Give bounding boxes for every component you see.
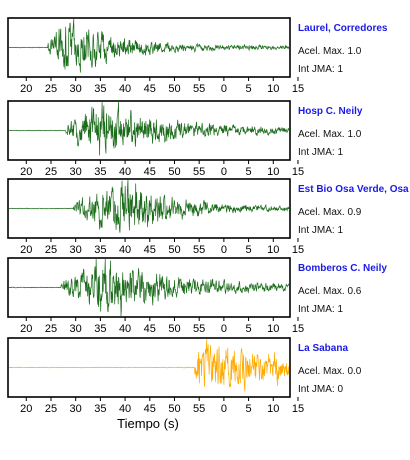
x-tick-label: 35 xyxy=(94,166,106,178)
station-name: Hosp C. Neily xyxy=(298,106,363,117)
station-jma-intensity: Int JMA: 1 xyxy=(298,304,343,315)
x-tick-label: 50 xyxy=(168,83,180,95)
x-tick-label: 50 xyxy=(168,244,180,256)
plot-frame xyxy=(7,257,291,318)
station-max-accel: Acel. Max. 0.6 xyxy=(298,286,362,297)
x-tick-label: 10 xyxy=(267,166,279,178)
x-tick-label: 50 xyxy=(168,403,180,415)
station-max-accel: Acel. Max. 0.9 xyxy=(298,207,362,218)
x-tick-label: 0 xyxy=(221,403,227,415)
x-tick-label: 55 xyxy=(193,403,205,415)
station-panel: 20 25 30 35 40 45 50 55 0 5 10 15 Bomberos C. Neily A… xyxy=(7,257,387,335)
station-jma-intensity: Int JMA: 1 xyxy=(298,147,343,158)
station-panel: 20 25 30 35 40 45 50 55 0 5 10 15 La Sabana Acel. Max… xyxy=(7,337,362,415)
x-tick-label: 15 xyxy=(292,323,304,335)
x-tick-label: 0 xyxy=(221,323,227,335)
waveform-line xyxy=(8,19,290,73)
x-tick-label: 15 xyxy=(292,166,304,178)
x-tick-label: 35 xyxy=(94,323,106,335)
x-tick-label: 55 xyxy=(193,323,205,335)
station-max-accel: Acel. Max. 1.0 xyxy=(298,129,362,140)
x-tick-label: 45 xyxy=(144,83,156,95)
x-axis-label: Tiempo (s) xyxy=(117,416,179,431)
plot-frame xyxy=(7,337,291,398)
plot-frame xyxy=(7,178,291,239)
station-panel: 20 25 30 35 40 45 50 55 0 5 10 15 Hosp C. Neily Acel.… xyxy=(7,100,363,178)
x-tick-label: 30 xyxy=(70,403,82,415)
x-tick-label: 40 xyxy=(119,403,131,415)
x-tick-label: 35 xyxy=(94,244,106,256)
x-tick-label: 40 xyxy=(119,166,131,178)
x-tick-label: 20 xyxy=(20,244,32,256)
x-tick-label: 20 xyxy=(20,403,32,415)
x-tick-label: 25 xyxy=(45,83,57,95)
x-tick-label: 25 xyxy=(45,403,57,415)
x-tick-label: 10 xyxy=(267,323,279,335)
x-tick-label: 45 xyxy=(144,166,156,178)
x-tick-label: 35 xyxy=(94,403,106,415)
x-tick-label: 5 xyxy=(246,166,252,178)
x-tick-label: 55 xyxy=(193,83,205,95)
station-jma-intensity: Int JMA: 0 xyxy=(298,384,343,395)
x-tick-label: 5 xyxy=(246,244,252,256)
x-tick-label: 15 xyxy=(292,244,304,256)
station-max-accel: Acel. Max. 1.0 xyxy=(298,46,362,57)
station-max-accel: Acel. Max. 0.0 xyxy=(298,366,362,377)
station-name: La Sabana xyxy=(298,343,348,354)
x-tick-label: 25 xyxy=(45,166,57,178)
x-tick-label: 10 xyxy=(267,403,279,415)
x-tick-label: 0 xyxy=(221,83,227,95)
x-tick-label: 20 xyxy=(20,83,32,95)
x-tick-label: 55 xyxy=(193,166,205,178)
x-tick-label: 30 xyxy=(70,323,82,335)
x-tick-label: 45 xyxy=(144,244,156,256)
x-tick-label: 0 xyxy=(221,244,227,256)
x-tick-label: 35 xyxy=(94,83,106,95)
x-tick-label: 45 xyxy=(144,403,156,415)
x-tick-label: 5 xyxy=(246,403,252,415)
x-tick-label: 25 xyxy=(45,244,57,256)
station-jma-intensity: Int JMA: 1 xyxy=(298,225,343,236)
x-tick-label: 25 xyxy=(45,323,57,335)
x-tick-label: 40 xyxy=(119,323,131,335)
x-tick-label: 15 xyxy=(292,83,304,95)
x-tick-label: 20 xyxy=(20,166,32,178)
x-tick-label: 50 xyxy=(168,166,180,178)
x-tick-label: 30 xyxy=(70,83,82,95)
x-tick-label: 10 xyxy=(267,244,279,256)
plot-frame xyxy=(7,100,291,161)
x-tick-label: 40 xyxy=(119,244,131,256)
station-jma-intensity: Int JMA: 1 xyxy=(298,64,343,75)
x-tick-label: 45 xyxy=(144,323,156,335)
x-tick-label: 0 xyxy=(221,166,227,178)
station-name: Bomberos C. Neily xyxy=(298,263,387,274)
station-panel: 20 25 30 35 40 45 50 55 0 5 10 15 Laurel, Corredores… xyxy=(7,17,388,95)
station-name: Laurel, Corredores xyxy=(298,23,388,34)
waveform-line xyxy=(8,179,290,233)
x-tick-label: 30 xyxy=(70,166,82,178)
x-tick-label: 5 xyxy=(246,83,252,95)
station-panel: 20 25 30 35 40 45 50 55 0 5 10 15 Est Bio Osa Verde,… xyxy=(7,178,409,256)
waveform-line xyxy=(8,258,290,317)
waveform-line xyxy=(8,101,290,156)
x-tick-label: 15 xyxy=(292,403,304,415)
waveform-line xyxy=(8,338,290,392)
x-tick-label: 40 xyxy=(119,83,131,95)
x-tick-label: 55 xyxy=(193,244,205,256)
x-tick-label: 50 xyxy=(168,323,180,335)
x-tick-label: 10 xyxy=(267,83,279,95)
x-tick-label: 5 xyxy=(246,323,252,335)
plot-frame xyxy=(7,17,291,78)
station-name: Est Bio Osa Verde, Osa xyxy=(298,184,409,195)
x-tick-label: 20 xyxy=(20,323,32,335)
x-tick-label: 30 xyxy=(70,244,82,256)
